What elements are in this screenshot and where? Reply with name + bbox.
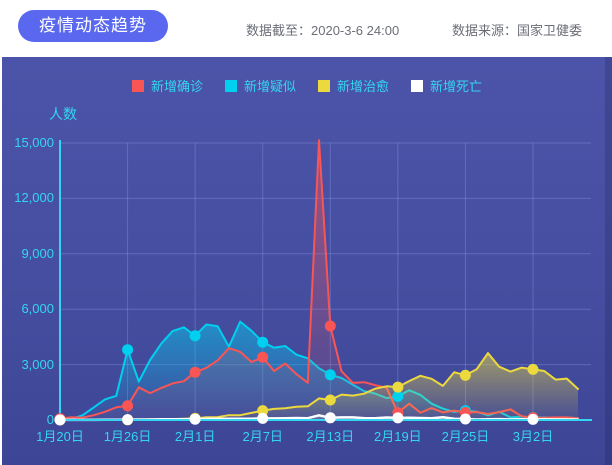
y-axis-tick-label: 3,000 <box>21 356 54 372</box>
legend-item-new-cured[interactable]: 新增治愈 <box>318 76 389 95</box>
legend-swatch-new-suspected <box>224 79 237 92</box>
y-axis-title: 人数 <box>49 106 77 122</box>
x-axis-tick-label: 3月2日 <box>512 429 554 444</box>
legend-item-new-deaths[interactable]: 新增死亡 <box>411 76 482 95</box>
legend-item-new-suspected[interactable]: 新增疑似 <box>224 76 296 95</box>
legend-item-new-confirmed[interactable]: 新增确诊 <box>131 76 203 95</box>
legend-label-new-deaths: 新增死亡 <box>430 79 483 94</box>
trend-line-chart <box>54 139 592 426</box>
y-axis-tick-label: 6,000 <box>21 301 54 317</box>
y-axis-tick-label: 12,000 <box>14 190 54 206</box>
data-source-text: 数据来源：国家卫健委 <box>452 23 583 38</box>
y-axis-tick-label: 9,000 <box>21 245 54 261</box>
chart-panel: 新增确诊 新增疑似 新增治愈 新增死亡 人数 0 3,000 6,000 9,000 1… <box>2 57 612 465</box>
legend-swatch-new-cured <box>318 79 330 92</box>
legend-label-new-confirmed: 新增确诊 <box>150 79 203 94</box>
y-axis-tick-label: 0 <box>46 412 54 427</box>
x-axis-tick-label: 2月13日 <box>306 429 355 444</box>
legend-swatch-new-deaths <box>411 79 424 92</box>
x-axis-tick-label: 2月7日 <box>242 429 283 444</box>
chart-legend: 新增确诊 新增疑似 新增治愈 新增死亡 <box>2 76 612 95</box>
y-axis-tick-label: 15,000 <box>14 135 54 150</box>
x-axis-tick-label: 2月25日 <box>441 429 490 444</box>
x-axis-tick-label: 1月20日 <box>36 429 84 444</box>
header: 疫情动态趋势 数据截至：2020-3-6 24:00 数据来源：国家卫健委 <box>0 0 612 57</box>
data-asof-text: 数据截至：2020-3-6 24:00 <box>246 23 400 38</box>
legend-label-new-cured: 新增治愈 <box>337 79 390 94</box>
x-axis-tick-label: 2月19日 <box>373 429 422 444</box>
legend-label-new-suspected: 新增疑似 <box>243 79 296 94</box>
page-title: 疫情动态趋势 <box>18 10 168 42</box>
x-axis-tick-label: 2月1日 <box>174 429 216 444</box>
x-axis-tick-label: 1月26日 <box>103 429 152 444</box>
legend-swatch-new-confirmed <box>131 79 144 92</box>
